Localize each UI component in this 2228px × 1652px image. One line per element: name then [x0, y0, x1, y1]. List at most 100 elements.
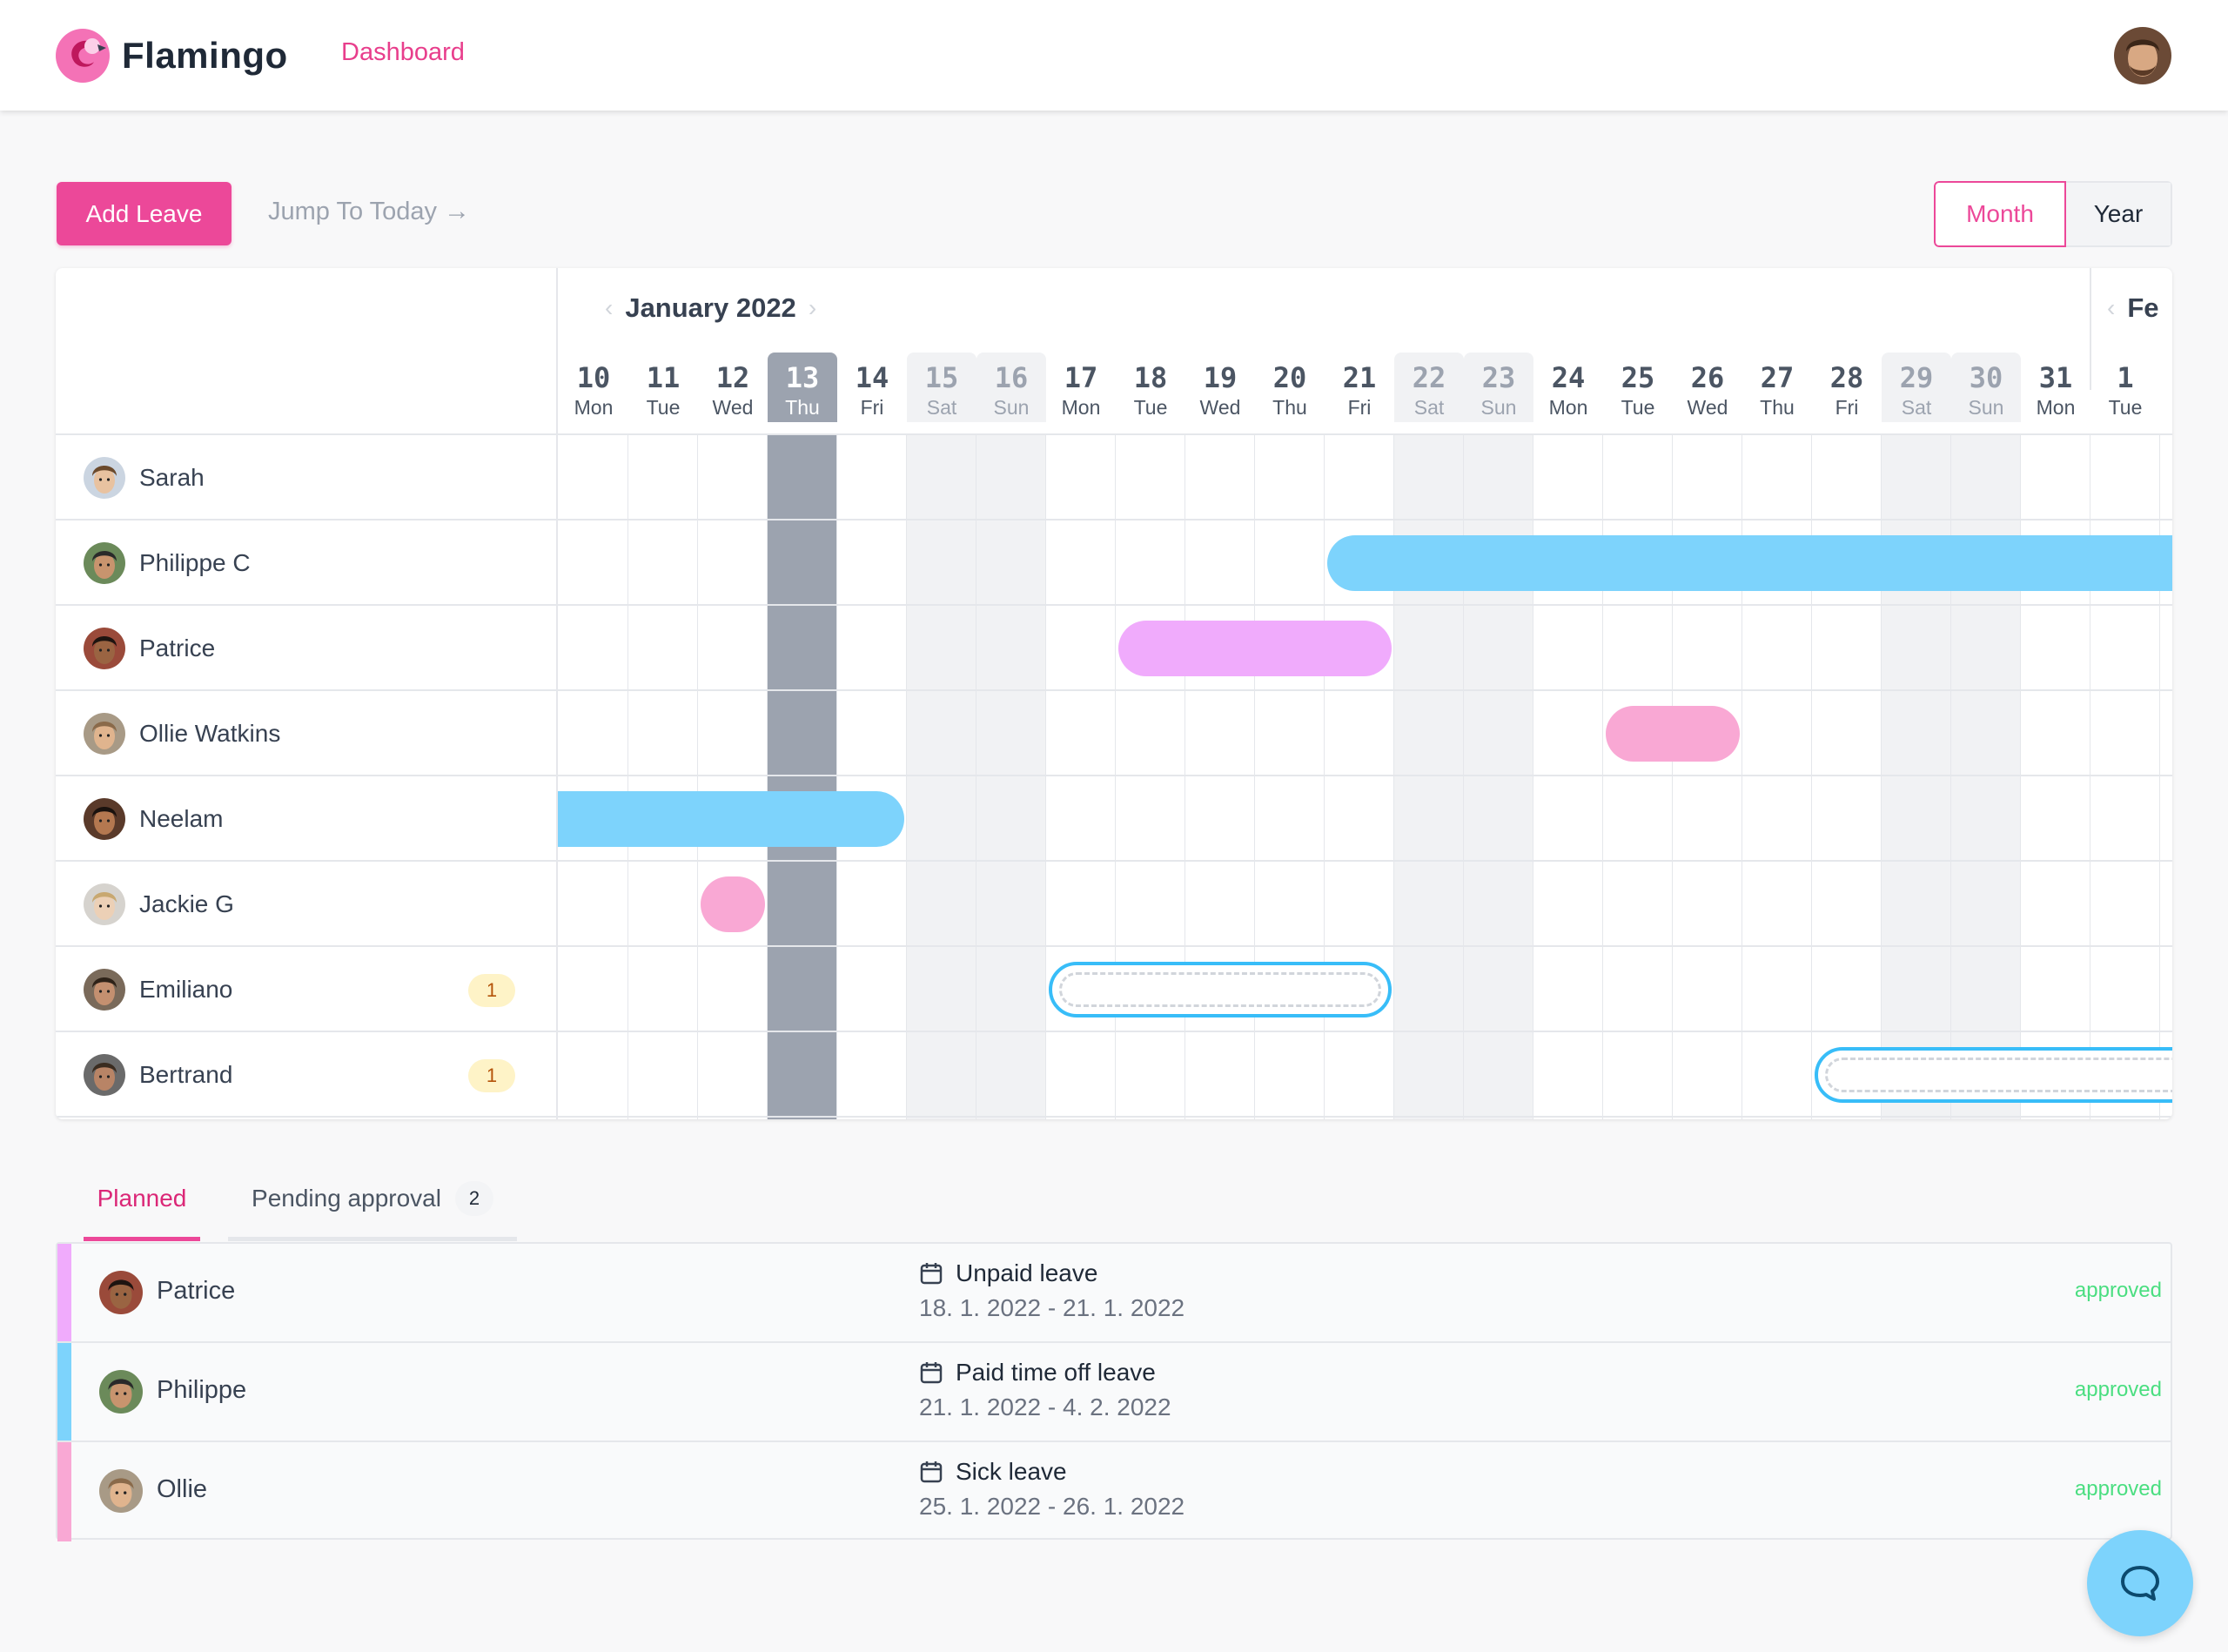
person-row[interactable]: Ollie Watkins: [56, 691, 558, 776]
pending-leave-bar[interactable]: [1049, 962, 1392, 1017]
leave-list-item[interactable]: Ollie Sick leave 25. 1. 2022 - 26. 1. 2022…: [57, 1442, 2171, 1541]
weekday-label: Sat: [926, 396, 957, 419]
day-column[interactable]: [1325, 435, 1394, 1119]
leave-person-name: Patrice: [157, 1277, 236, 1305]
chevron-left-icon[interactable]: ‹: [605, 294, 614, 321]
month-title: January 2022: [625, 292, 796, 323]
day-column[interactable]: [1533, 435, 1603, 1119]
tab-planned[interactable]: Planned: [84, 1159, 200, 1241]
day-header: 14 Fri: [837, 353, 907, 422]
leave-type: Unpaid leave: [919, 1259, 1097, 1287]
person-row[interactable]: Emiliano 1: [56, 947, 558, 1032]
avatar: [99, 1271, 143, 1314]
day-column[interactable]: [1116, 435, 1185, 1119]
day-column[interactable]: [2090, 435, 2160, 1119]
day-column[interactable]: [1812, 435, 1882, 1119]
person-name: Emiliano: [139, 976, 233, 1003]
tab-pending-approval[interactable]: Pending approval 2: [228, 1159, 517, 1241]
weekday-label: Tue: [1133, 396, 1168, 419]
pending-leave-bar[interactable]: [1815, 1047, 2172, 1103]
day-number: 28: [1829, 361, 1864, 394]
weekday-label: Wed: [712, 396, 754, 419]
next-month-title: Fe: [2127, 292, 2159, 323]
nav-dashboard[interactable]: Dashboard: [341, 38, 465, 66]
chat-button[interactable]: [2087, 1530, 2193, 1636]
leave-type-label: Paid time off leave: [956, 1359, 1156, 1386]
app-name: Flamingo: [122, 35, 288, 76]
day-header: 12 Wed: [698, 353, 768, 422]
leave-bar[interactable]: [1118, 621, 1392, 676]
day-number: 31: [2038, 361, 2073, 394]
day-column[interactable]: [1255, 435, 1325, 1119]
day-header: 19 Wed: [1185, 353, 1255, 422]
leave-bar[interactable]: [1606, 706, 1740, 762]
row-divider: [56, 775, 2172, 776]
day-column[interactable]: [1603, 435, 1673, 1119]
person-row[interactable]: Jackie G: [56, 862, 558, 947]
user-avatar[interactable]: [2114, 27, 2171, 84]
leave-bar[interactable]: [701, 876, 765, 932]
avatar: [84, 628, 125, 669]
add-leave-button[interactable]: Add Leave: [57, 182, 232, 245]
person-row[interactable]: Neelam: [56, 776, 558, 862]
weekday-label: Fri: [1347, 396, 1372, 419]
day-number: 12: [715, 361, 750, 394]
calendar-icon: [920, 1362, 943, 1384]
jump-to-today-link[interactable]: Jump To Today →: [268, 197, 470, 226]
view-month-button[interactable]: Month: [1934, 181, 2066, 247]
day-column[interactable]: [698, 435, 768, 1119]
avatar: [84, 457, 125, 499]
row-divider: [56, 1116, 2172, 1118]
view-year-button[interactable]: Year: [2066, 181, 2172, 247]
jump-to-today-label: Jump To Today: [268, 197, 437, 225]
weekday-label: Thu: [785, 396, 820, 419]
person-row[interactable]: Patrice: [56, 606, 558, 691]
day-header: 15 Sat: [907, 353, 976, 422]
month-header: ‹ January 2022 ›: [593, 292, 829, 324]
avatar: [84, 542, 125, 584]
day-column[interactable]: [837, 435, 907, 1119]
weekday-label: Mon: [1061, 396, 1101, 419]
chevron-left-icon[interactable]: ‹: [2107, 294, 2116, 321]
day-column[interactable]: [628, 435, 698, 1119]
status-badge: approved: [2074, 1279, 2162, 1302]
person-row[interactable]: Bertrand 1: [56, 1032, 558, 1118]
day-column[interactable]: [768, 435, 837, 1119]
brand[interactable]: Flamingo: [54, 27, 288, 84]
day-column[interactable]: [1673, 435, 1742, 1119]
calendar-icon: [920, 1461, 943, 1483]
day-header: 29 Sat: [1882, 353, 1951, 422]
leave-bar[interactable]: [1327, 535, 2172, 591]
leave-list-item[interactable]: Patrice Unpaid leave 18. 1. 2022 - 21. 1. …: [57, 1244, 2171, 1343]
day-header: 23 Sun: [1464, 353, 1533, 422]
leave-person-name: Philippe: [157, 1376, 247, 1404]
day-column[interactable]: [1742, 435, 1812, 1119]
leave-bar[interactable]: [558, 791, 904, 847]
weekday-label: Sun: [1968, 396, 2004, 419]
weekday-label: Fri: [1835, 396, 1859, 419]
day-column[interactable]: [1185, 435, 1255, 1119]
pending-count-badge: 2: [454, 1180, 493, 1216]
person-row[interactable]: Sarah: [56, 435, 558, 520]
row-divider: [56, 860, 2172, 862]
weekday-label: Tue: [2108, 396, 2143, 419]
row-divider: [56, 433, 2172, 435]
person-row[interactable]: Philippe C: [56, 520, 558, 606]
avatar: [84, 798, 125, 840]
leave-list-item[interactable]: Philippe Paid time off leave 21. 1. 2022 -…: [57, 1343, 2171, 1442]
day-header: 28 Fri: [1812, 353, 1882, 422]
leave-color-stripe: [57, 1244, 71, 1341]
calendar-grid: ‹ January 2022 › ‹ Fe 10 Mon 11 Tue 12 Wed 13 T…: [558, 268, 2172, 1119]
chevron-right-icon[interactable]: ›: [808, 294, 817, 321]
day-column[interactable]: [2021, 435, 2090, 1119]
day-column[interactable]: [907, 435, 976, 1119]
day-column[interactable]: [976, 435, 1046, 1119]
view-switcher: Month Year: [1934, 181, 2172, 247]
weekday-label: Fri: [860, 396, 884, 419]
avatar: [84, 883, 125, 925]
people-column: Sarah Philippe C Patrice Ollie Watkins Neela…: [56, 268, 558, 1119]
day-column[interactable]: [1046, 435, 1116, 1119]
day-header: 22 Sat: [1394, 353, 1464, 422]
day-header: 1 Tue: [2090, 353, 2160, 422]
day-column[interactable]: [559, 435, 628, 1119]
